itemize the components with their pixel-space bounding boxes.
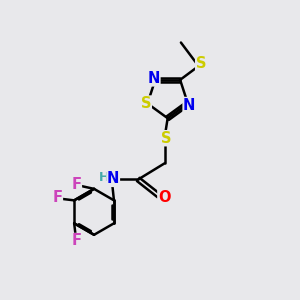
Text: F: F [52,190,62,206]
Text: N: N [148,71,160,86]
Text: N: N [107,171,119,186]
Text: F: F [72,233,82,248]
Text: F: F [71,177,81,192]
Text: N: N [183,98,196,112]
Text: H: H [99,171,110,184]
Text: S: S [161,131,171,146]
Text: S: S [141,96,151,111]
Text: O: O [158,190,170,205]
Text: S: S [196,56,206,71]
